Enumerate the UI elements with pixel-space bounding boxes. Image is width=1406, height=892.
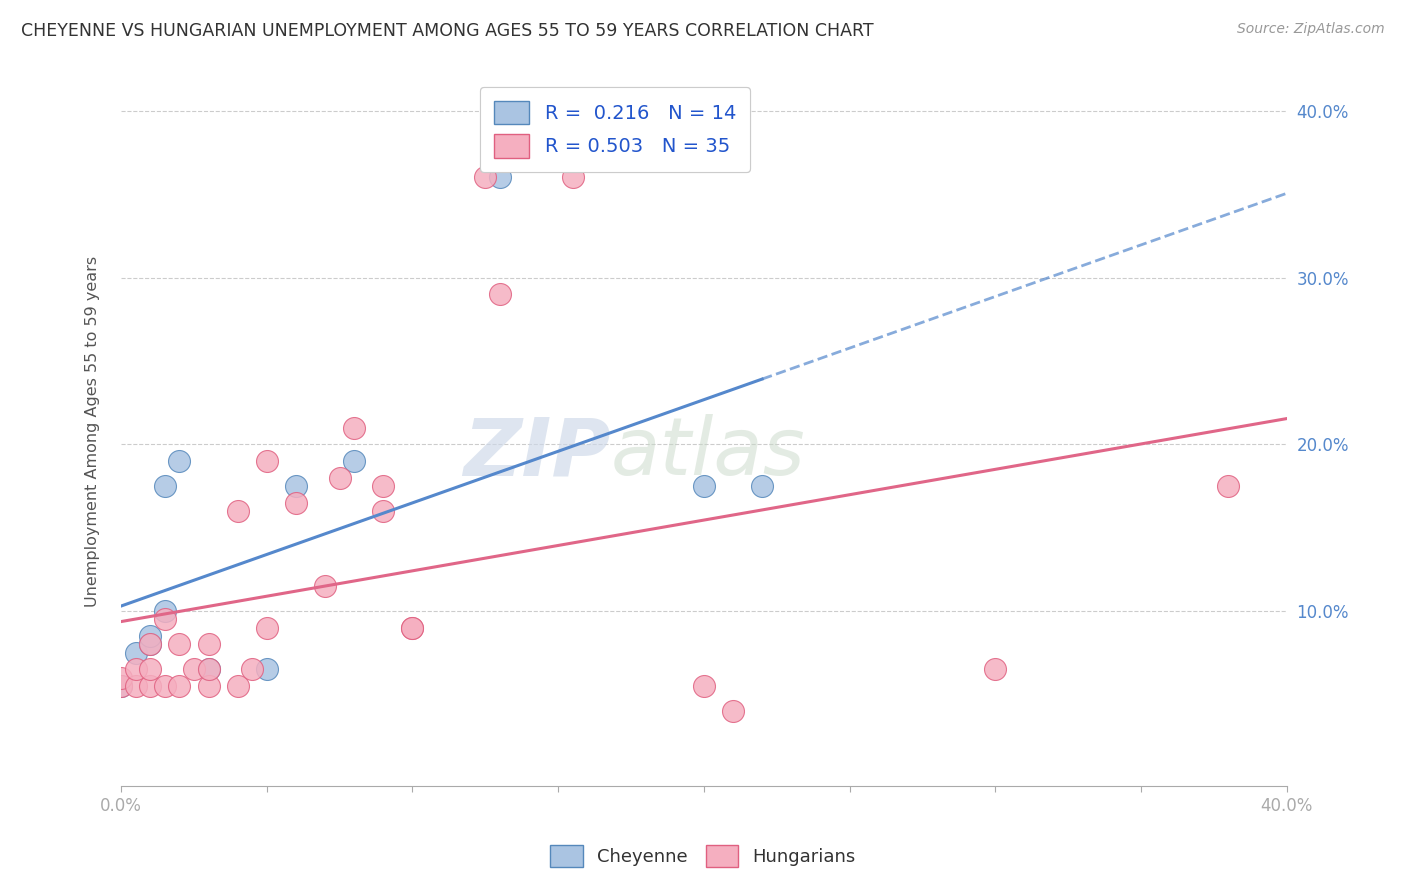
Point: [153, 679, 176, 693]
Point: [256, 621, 278, 635]
Point: [401, 621, 423, 635]
Point: [197, 662, 219, 676]
Point: [284, 479, 307, 493]
Legend: R =  0.216   N = 14, R = 0.503   N = 35: R = 0.216 N = 14, R = 0.503 N = 35: [481, 87, 749, 171]
Point: [139, 662, 162, 676]
Point: [751, 479, 773, 493]
Point: [110, 679, 132, 693]
Point: [125, 679, 148, 693]
Point: [169, 637, 191, 651]
Point: [226, 504, 249, 518]
Text: atlas: atlas: [610, 414, 806, 492]
Point: [110, 679, 132, 693]
Point: [284, 496, 307, 510]
Point: [256, 454, 278, 468]
Point: [153, 479, 176, 493]
Point: [169, 454, 191, 468]
Y-axis label: Unemployment Among Ages 55 to 59 years: Unemployment Among Ages 55 to 59 years: [86, 256, 100, 607]
Text: Source: ZipAtlas.com: Source: ZipAtlas.com: [1237, 22, 1385, 37]
Point: [373, 504, 395, 518]
Point: [474, 170, 496, 185]
Point: [693, 679, 716, 693]
Point: [343, 454, 366, 468]
Point: [984, 662, 1007, 676]
Point: [139, 637, 162, 651]
Point: [693, 479, 716, 493]
Legend: Cheyenne, Hungarians: Cheyenne, Hungarians: [543, 838, 863, 874]
Point: [110, 671, 132, 685]
Point: [153, 604, 176, 618]
Point: [314, 579, 336, 593]
Point: [153, 612, 176, 626]
Point: [561, 170, 583, 185]
Text: CHEYENNE VS HUNGARIAN UNEMPLOYMENT AMONG AGES 55 TO 59 YEARS CORRELATION CHART: CHEYENNE VS HUNGARIAN UNEMPLOYMENT AMONG…: [21, 22, 873, 40]
Point: [197, 679, 219, 693]
Point: [1218, 479, 1240, 493]
Point: [401, 621, 423, 635]
Point: [139, 637, 162, 651]
Point: [139, 679, 162, 693]
Point: [226, 679, 249, 693]
Point: [329, 470, 352, 484]
Point: [125, 662, 148, 676]
Point: [169, 679, 191, 693]
Point: [197, 662, 219, 676]
Point: [197, 637, 219, 651]
Point: [343, 420, 366, 434]
Text: ZIP: ZIP: [463, 414, 610, 492]
Point: [721, 704, 744, 718]
Point: [489, 287, 512, 301]
Point: [240, 662, 263, 676]
Point: [373, 479, 395, 493]
Point: [139, 629, 162, 643]
Point: [256, 662, 278, 676]
Point: [489, 170, 512, 185]
Point: [183, 662, 205, 676]
Point: [125, 646, 148, 660]
